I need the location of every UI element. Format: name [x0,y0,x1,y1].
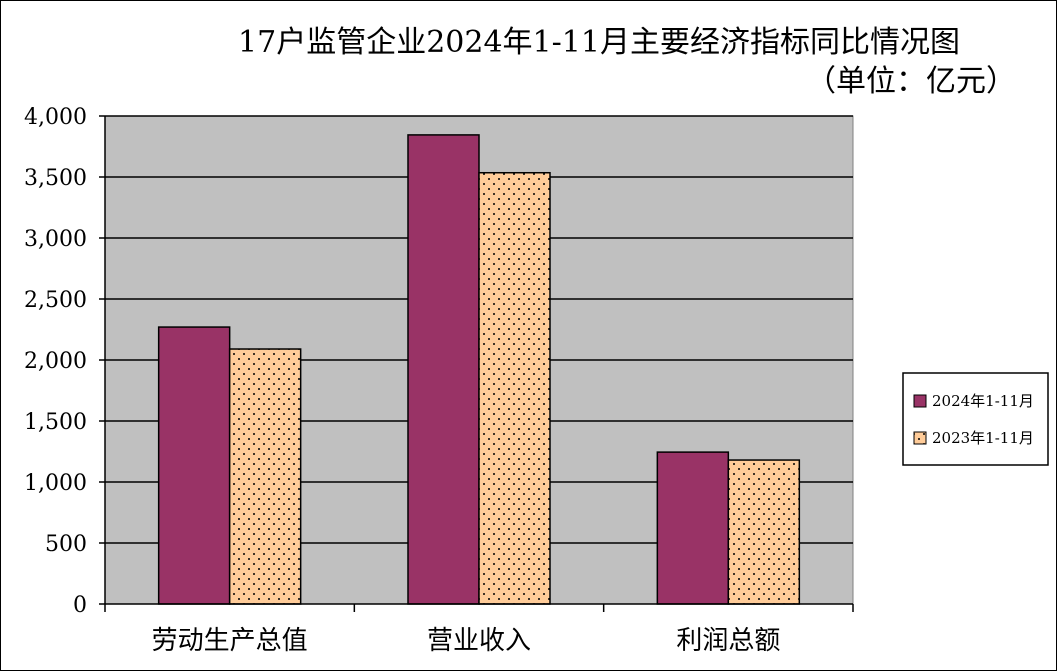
bar-2023-2 [727,459,801,605]
y-tick-label: 3,000 [24,227,87,252]
legend: 2024年1-11月 2023年1-11月 [902,372,1049,466]
bar-2023-1 [478,171,551,605]
y-tick-label: 3,500 [24,166,87,191]
x-axis-category-labels: 劳动生产总值 营业收入 利润总额 [152,626,781,656]
axes [99,115,854,612]
x-category-label: 利润总额 [676,626,780,656]
y-tick-label: 500 [45,532,87,557]
legend-label-2024: 2024年1-11月 [932,392,1034,410]
y-tick-label: 0 [73,593,87,618]
y-tick-label: 1,000 [24,471,87,496]
y-axis-tick-labels: 0 500 1,000 1,500 2,000 2,500 3,000 3,500 4,000 [24,105,87,618]
legend-swatch-2023 [913,431,927,445]
chart-subtitle: （单位：亿元） [806,64,1016,99]
legend-label-2023: 2023年1-11月 [932,429,1034,447]
y-tick-label: 4,000 [24,105,87,130]
bar-2023-0 [228,348,302,605]
y-tick-label: 2,000 [24,349,87,374]
x-category-label: 劳动生产总值 [152,626,308,656]
bar-2024-2 [656,451,730,605]
bar-2024-1 [407,134,480,605]
legend-box [902,372,1049,466]
x-category-label: 营业收入 [427,626,531,656]
legend-swatch-2024 [913,394,927,408]
y-tick-label: 2,500 [24,288,87,313]
bar-2024-0 [157,326,231,605]
bars [157,134,801,605]
y-tick-label: 1,500 [24,410,87,435]
chart-title: 17户监管企业2024年1-11月主要经济指标同比情况图 [238,25,960,60]
